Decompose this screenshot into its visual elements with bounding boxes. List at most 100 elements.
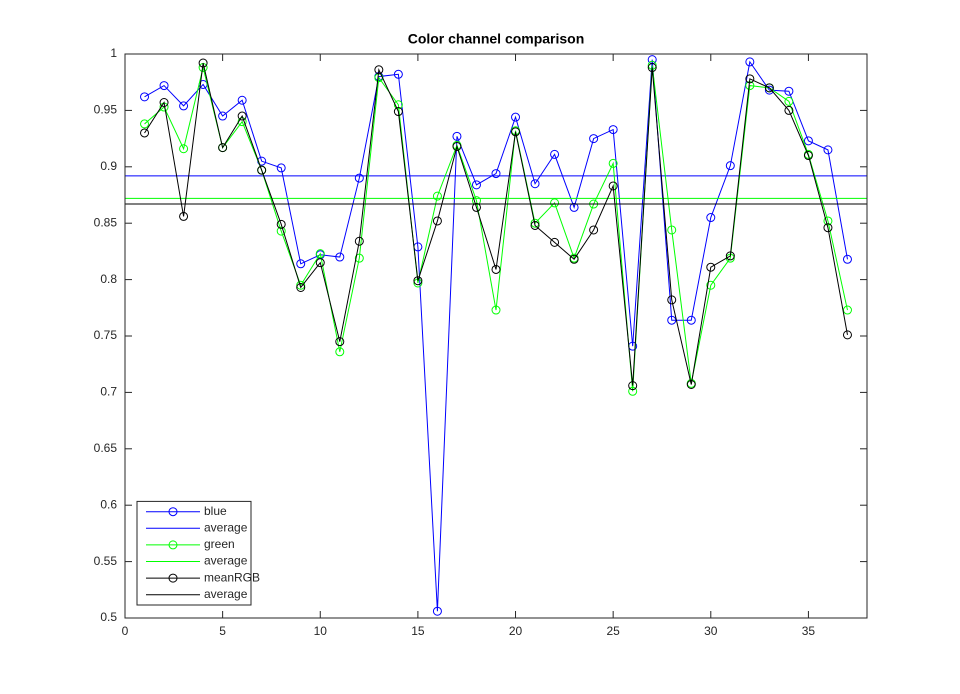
data-point bbox=[179, 101, 189, 111]
data-point bbox=[257, 165, 267, 175]
data-point bbox=[706, 262, 716, 272]
data-point bbox=[686, 380, 696, 390]
data-point bbox=[725, 251, 735, 261]
data-point bbox=[725, 161, 735, 171]
data-point bbox=[374, 65, 384, 75]
data-point bbox=[530, 218, 540, 228]
data-point bbox=[842, 330, 852, 340]
y-tick-label: 0.5 bbox=[100, 610, 117, 624]
data-point bbox=[550, 237, 560, 247]
legend-marker bbox=[168, 573, 178, 583]
data-point bbox=[315, 249, 325, 259]
data-point bbox=[471, 202, 481, 212]
data-point bbox=[784, 86, 794, 96]
data-point bbox=[393, 69, 403, 79]
data-point bbox=[745, 74, 755, 84]
data-point bbox=[393, 107, 403, 117]
data-point bbox=[706, 280, 716, 290]
data-point bbox=[276, 163, 286, 173]
data-point bbox=[608, 125, 618, 135]
data-point bbox=[530, 220, 540, 230]
data-point bbox=[159, 81, 169, 91]
y-tick-label: 0.95 bbox=[94, 103, 118, 117]
legend: blue average green average meanRGB average bbox=[136, 500, 260, 606]
data-point bbox=[276, 226, 286, 236]
y-tick-label: 0.65 bbox=[94, 441, 118, 455]
data-point bbox=[511, 112, 521, 122]
data-point bbox=[823, 223, 833, 233]
x-tick-label: 30 bbox=[704, 624, 718, 638]
data-point bbox=[842, 305, 852, 315]
data-point bbox=[237, 95, 247, 105]
data-point bbox=[706, 213, 716, 223]
data-point bbox=[276, 219, 286, 229]
data-point bbox=[803, 136, 813, 146]
data-point bbox=[530, 179, 540, 189]
legend-marker bbox=[168, 507, 178, 517]
data-point bbox=[686, 315, 696, 325]
data-point bbox=[432, 191, 442, 201]
y-tick-label: 0.75 bbox=[94, 328, 118, 342]
data-point bbox=[140, 128, 150, 138]
data-point bbox=[667, 225, 677, 235]
data-point bbox=[589, 134, 599, 144]
data-point bbox=[471, 196, 481, 206]
data-point bbox=[218, 111, 228, 121]
x-tick-label: 5 bbox=[219, 624, 226, 638]
data-point bbox=[569, 254, 579, 264]
data-point bbox=[550, 198, 560, 208]
data-point bbox=[823, 145, 833, 155]
data-point bbox=[511, 127, 521, 137]
legend-label: meanRGB bbox=[204, 570, 260, 584]
series-line bbox=[144, 62, 848, 386]
y-tick-label: 0.9 bbox=[100, 159, 117, 173]
data-point bbox=[647, 63, 657, 73]
data-point bbox=[179, 144, 189, 154]
data-point bbox=[159, 98, 169, 108]
data-point bbox=[296, 282, 306, 292]
data-point bbox=[550, 149, 560, 159]
data-point bbox=[745, 57, 755, 67]
data-point bbox=[491, 264, 501, 274]
data-point bbox=[823, 216, 833, 226]
data-point bbox=[354, 253, 364, 263]
y-tick-label: 1 bbox=[110, 46, 117, 60]
data-point bbox=[140, 92, 150, 102]
data-point bbox=[296, 280, 306, 290]
data-point bbox=[589, 225, 599, 235]
legend-label: average bbox=[204, 587, 248, 601]
data-point bbox=[335, 252, 345, 262]
data-point bbox=[764, 83, 774, 93]
data-point bbox=[784, 105, 794, 115]
data-point bbox=[803, 151, 813, 161]
data-point bbox=[628, 386, 638, 396]
legend-label: blue bbox=[204, 504, 227, 518]
y-tick-label: 0.7 bbox=[100, 385, 117, 399]
data-point bbox=[452, 131, 462, 141]
data-point bbox=[237, 111, 247, 121]
data-point bbox=[491, 169, 501, 179]
x-tick-label: 20 bbox=[509, 624, 523, 638]
data-point bbox=[413, 276, 423, 286]
data-point bbox=[784, 96, 794, 106]
data-point bbox=[335, 337, 345, 347]
x-tick-label: 0 bbox=[122, 624, 129, 638]
data-point bbox=[452, 141, 462, 151]
data-point bbox=[432, 606, 442, 616]
data-point bbox=[569, 202, 579, 212]
data-point bbox=[354, 236, 364, 246]
legend-label: green bbox=[204, 537, 235, 551]
data-point bbox=[667, 315, 677, 325]
data-point bbox=[393, 100, 403, 110]
legend-box bbox=[136, 500, 252, 606]
legend-label: average bbox=[204, 520, 248, 534]
y-tick-label: 0.8 bbox=[100, 272, 117, 286]
data-point bbox=[315, 258, 325, 268]
legend-label: average bbox=[204, 554, 248, 568]
data-point bbox=[608, 158, 618, 168]
x-tick-label: 15 bbox=[411, 624, 425, 638]
legend-marker bbox=[168, 540, 178, 550]
data-point bbox=[471, 180, 481, 190]
x-tick-label: 25 bbox=[606, 624, 620, 638]
data-point bbox=[491, 305, 501, 315]
